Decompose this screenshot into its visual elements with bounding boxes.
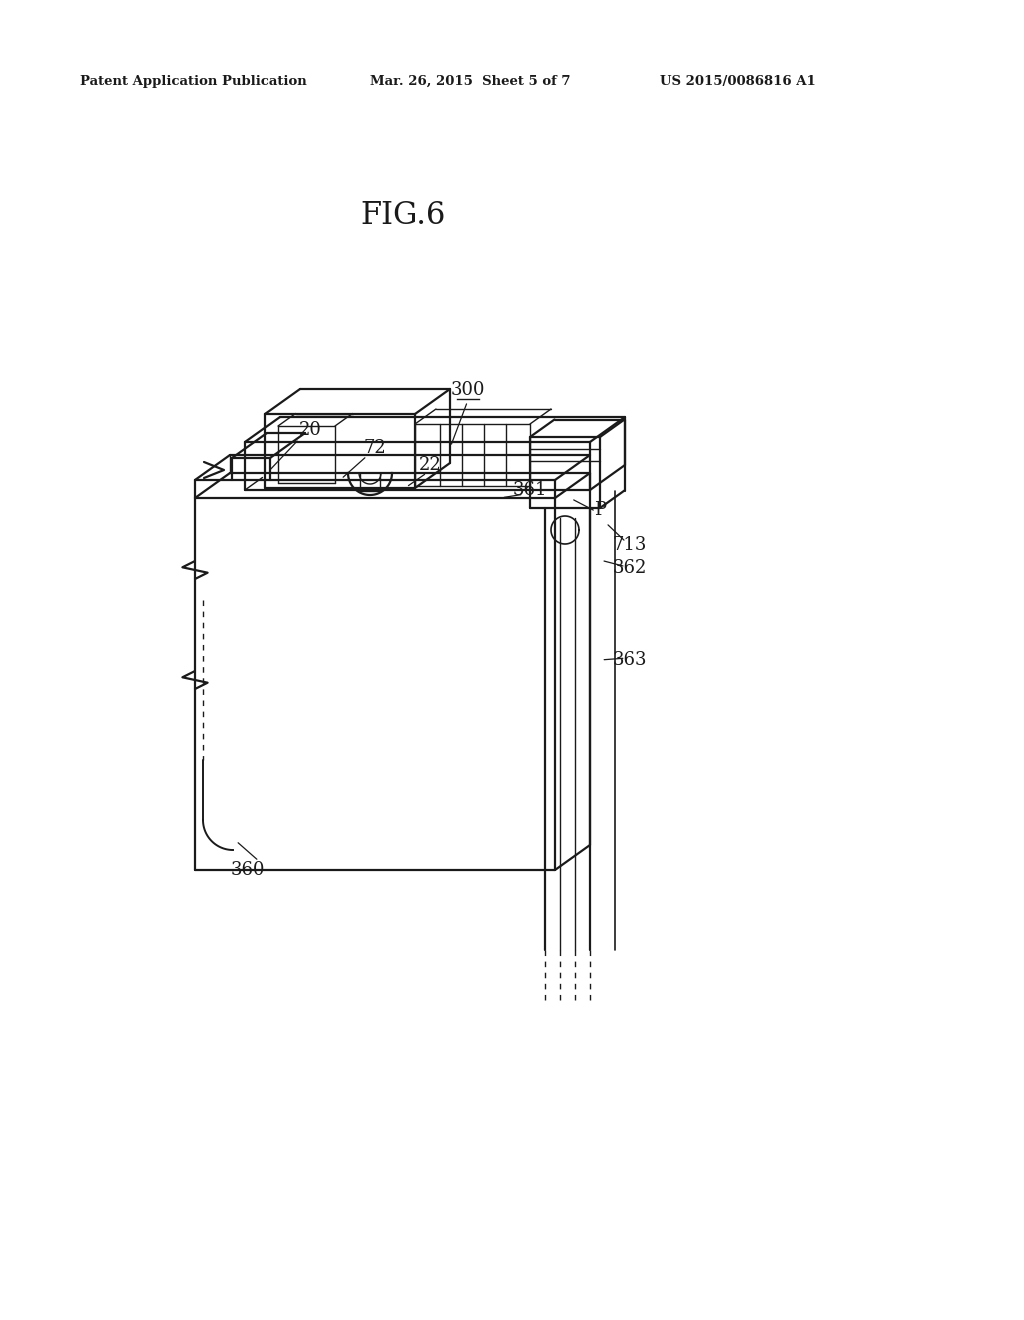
Text: 713: 713: [612, 536, 647, 554]
Text: 300: 300: [451, 381, 485, 399]
Text: 362: 362: [612, 558, 647, 577]
Text: 22: 22: [419, 455, 441, 474]
Text: 360: 360: [230, 861, 265, 879]
Text: 361: 361: [513, 480, 547, 499]
Text: Patent Application Publication: Patent Application Publication: [80, 75, 307, 88]
Text: P: P: [594, 502, 606, 519]
Text: 72: 72: [364, 440, 386, 457]
Text: US 2015/0086816 A1: US 2015/0086816 A1: [660, 75, 816, 88]
Text: 363: 363: [612, 651, 647, 669]
Text: Mar. 26, 2015  Sheet 5 of 7: Mar. 26, 2015 Sheet 5 of 7: [370, 75, 570, 88]
Text: 20: 20: [299, 421, 322, 440]
Text: FIG.6: FIG.6: [360, 201, 445, 231]
